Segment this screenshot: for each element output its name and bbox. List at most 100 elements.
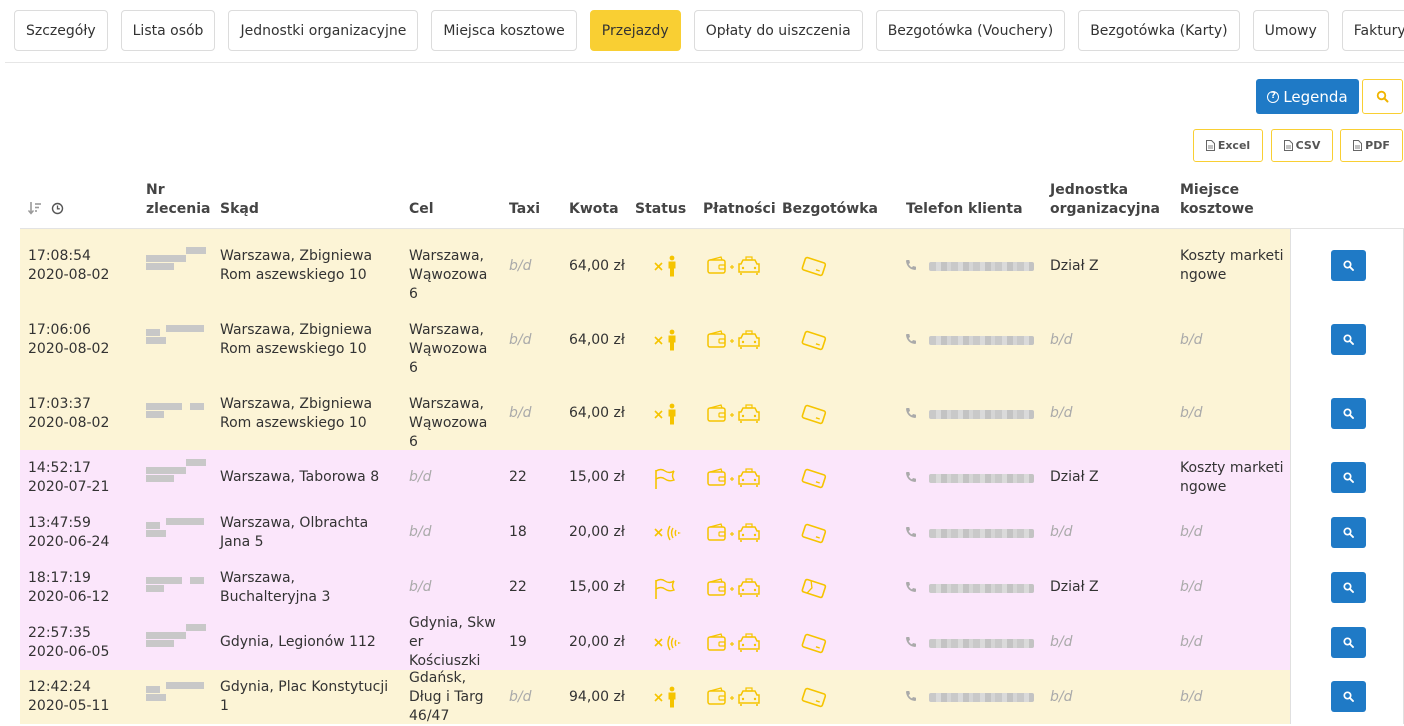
ride-to: Warszawa, Wąwozowa 6	[409, 322, 488, 376]
ride-taxi-number: 22	[509, 579, 527, 595]
header-text: zlecenia	[146, 201, 211, 217]
payment-wallet-taxi-icon	[707, 330, 760, 349]
header-nr-zlecenia[interactable]: Nr zlecenia	[146, 181, 210, 219]
ride-to: Gdańsk, Dług i Targ 46/47	[409, 669, 484, 724]
tab-bezgotowka-karty[interactable]: Bezgotówka (Karty)	[1078, 10, 1240, 51]
table-row[interactable]: 18:17:19 2020-06-12 Warszawa, Buchalteryjn…	[20, 560, 1290, 615]
export-excel-button[interactable]: Excel	[1193, 129, 1263, 162]
tab-lista-osob[interactable]: Lista osób	[120, 10, 216, 51]
tab-bezgotowka-vouchery[interactable]: Bezgotówka (Vouchery)	[875, 10, 1066, 51]
table-row[interactable]: 17:06:06 2020-08-02 Warszawa, Zbigniewa Ro…	[20, 303, 1290, 377]
legend-label: Legenda	[1283, 87, 1348, 106]
header-platnosci[interactable]: Płatności	[703, 201, 776, 217]
header-status[interactable]: Status	[635, 201, 687, 217]
tab-umowy[interactable]: Umowy	[1252, 10, 1329, 51]
table-row[interactable]: 12:42:24 2020-05-11 Gdynia, Plac Konstytuc…	[20, 670, 1290, 724]
redaction-block	[146, 639, 162, 647]
view-ride-button[interactable]	[1331, 324, 1366, 355]
status-cancelled-passenger-icon	[654, 403, 676, 424]
ride-cost-center: b/d	[1180, 524, 1203, 540]
payment-wallet-taxi-icon	[707, 522, 760, 542]
header-text: organizacyjna	[1050, 201, 1160, 217]
tab-bar: Szczegóły Lista osób Jednostki organizac…	[14, 10, 1404, 51]
header-taxi[interactable]: Taxi	[509, 201, 541, 217]
ride-taxi-number: b/d	[509, 688, 532, 705]
payment-wallet-taxi-icon	[707, 577, 760, 597]
table-row[interactable]: 14:52:17 2020-07-21 Warszawa, Taborowa 8 b/…	[20, 450, 1290, 505]
ride-time: 17:06:06	[28, 322, 91, 338]
client-phone-redacted	[929, 409, 1034, 419]
ride-taxi-number: 19	[509, 634, 527, 650]
view-ride-button[interactable]	[1331, 626, 1366, 658]
header-text: kosztowe	[1180, 201, 1254, 217]
ride-taxi-number: b/d	[509, 405, 532, 421]
view-ride-button[interactable]	[1331, 250, 1366, 281]
table-row[interactable]: 17:03:37 2020-08-02 Warszawa, Zbigniewa Ro…	[20, 377, 1290, 450]
ride-date: 2020-08-02	[28, 341, 110, 357]
ride-date: 2020-06-05	[28, 643, 110, 660]
redaction-block	[166, 682, 184, 689]
view-ride-button[interactable]	[1331, 681, 1366, 712]
view-ride-button[interactable]	[1331, 461, 1366, 493]
view-ride-button[interactable]	[1331, 516, 1366, 548]
phone-icon	[906, 260, 916, 270]
view-ride-button[interactable]	[1331, 397, 1366, 429]
redaction-block	[162, 639, 174, 647]
order-number-redacted	[146, 399, 204, 429]
card-icon	[801, 633, 827, 653]
redaction-block	[186, 458, 206, 466]
ride-org-unit: b/d	[1050, 524, 1073, 540]
search-icon	[1343, 636, 1354, 648]
header-text: Jednostka	[1050, 182, 1129, 198]
order-number-redacted	[146, 458, 206, 493]
tab-miejsca-kosztowe[interactable]: Miejsca kosztowe	[431, 10, 577, 51]
ride-org-unit: Dział Z	[1050, 579, 1099, 595]
ride-date: 2020-07-21	[28, 478, 110, 495]
header-jednostka[interactable]: Jednostka organizacyjna	[1050, 181, 1160, 219]
header-cel[interactable]: Cel	[409, 201, 434, 217]
header-telefon[interactable]: Telefon klienta	[906, 201, 1023, 217]
export-csv-button[interactable]: CSV	[1271, 129, 1333, 162]
phone-icon	[906, 691, 916, 701]
export-pdf-button[interactable]: PDF	[1340, 129, 1403, 162]
tab-szczegoly[interactable]: Szczegóły	[14, 10, 108, 51]
ride-taxi-number: b/d	[509, 331, 532, 348]
ride-cost-center: b/d	[1180, 634, 1203, 650]
tab-przejazdy[interactable]: Przejazdy	[589, 10, 681, 51]
tab-faktury[interactable]: Faktury	[1341, 10, 1404, 51]
view-ride-button[interactable]	[1331, 571, 1366, 603]
redaction-block	[184, 682, 204, 689]
ride-taxi-number: b/d	[509, 257, 532, 274]
ride-datetime: 22:57:35 2020-06-05	[28, 624, 109, 662]
header-kwota[interactable]: Kwota	[569, 201, 619, 217]
ride-amount: 64,00 zł	[569, 405, 625, 421]
ride-cost-center: b/d	[1180, 331, 1203, 348]
tab-jednostki[interactable]: Jednostki organizacyjne	[228, 10, 419, 51]
card-icon	[801, 256, 827, 277]
ride-org-unit: Dział Z	[1050, 257, 1099, 274]
table-row[interactable]: 17:08:54 2020-08-02 Warszawa, Zbigniewa Ro…	[20, 229, 1290, 303]
search-toggle-button[interactable]	[1362, 79, 1403, 114]
header-skad[interactable]: Skąd	[220, 201, 259, 217]
table-row[interactable]: 22:57:35 2020-06-05 Gdynia, Legionów 112 Gd…	[20, 615, 1290, 670]
excel-label: Excel	[1217, 139, 1251, 152]
phone-icon	[906, 407, 916, 418]
header-text: Miejsce	[1180, 182, 1240, 198]
header-miejsce[interactable]: Miejsce kosztowe	[1180, 181, 1254, 219]
redaction-block	[166, 325, 184, 332]
payment-wallet-taxi-icon	[707, 632, 760, 652]
clock-icon[interactable]	[51, 202, 64, 215]
table-row[interactable]: 13:47:59 2020-06-24 Warszawa, Olbrachta Ja…	[20, 505, 1290, 560]
ride-date: 2020-08-02	[28, 414, 110, 431]
ride-time: 12:42:24	[28, 679, 91, 695]
ride-amount: 15,00 zł	[569, 469, 625, 485]
ride-cost-center: b/d	[1180, 405, 1203, 421]
legend-button[interactable]: ? Legenda	[1256, 79, 1359, 114]
sort-icon[interactable]	[28, 201, 42, 215]
header-bezgotowka[interactable]: Bezgotówka	[782, 201, 878, 217]
status-finished-flag-icon	[655, 578, 676, 599]
tab-oplaty[interactable]: Opłaty do uiszczenia	[693, 10, 863, 51]
pdf-label: PDF	[1365, 139, 1390, 152]
redaction-block	[166, 517, 184, 525]
redaction-block	[186, 623, 206, 631]
